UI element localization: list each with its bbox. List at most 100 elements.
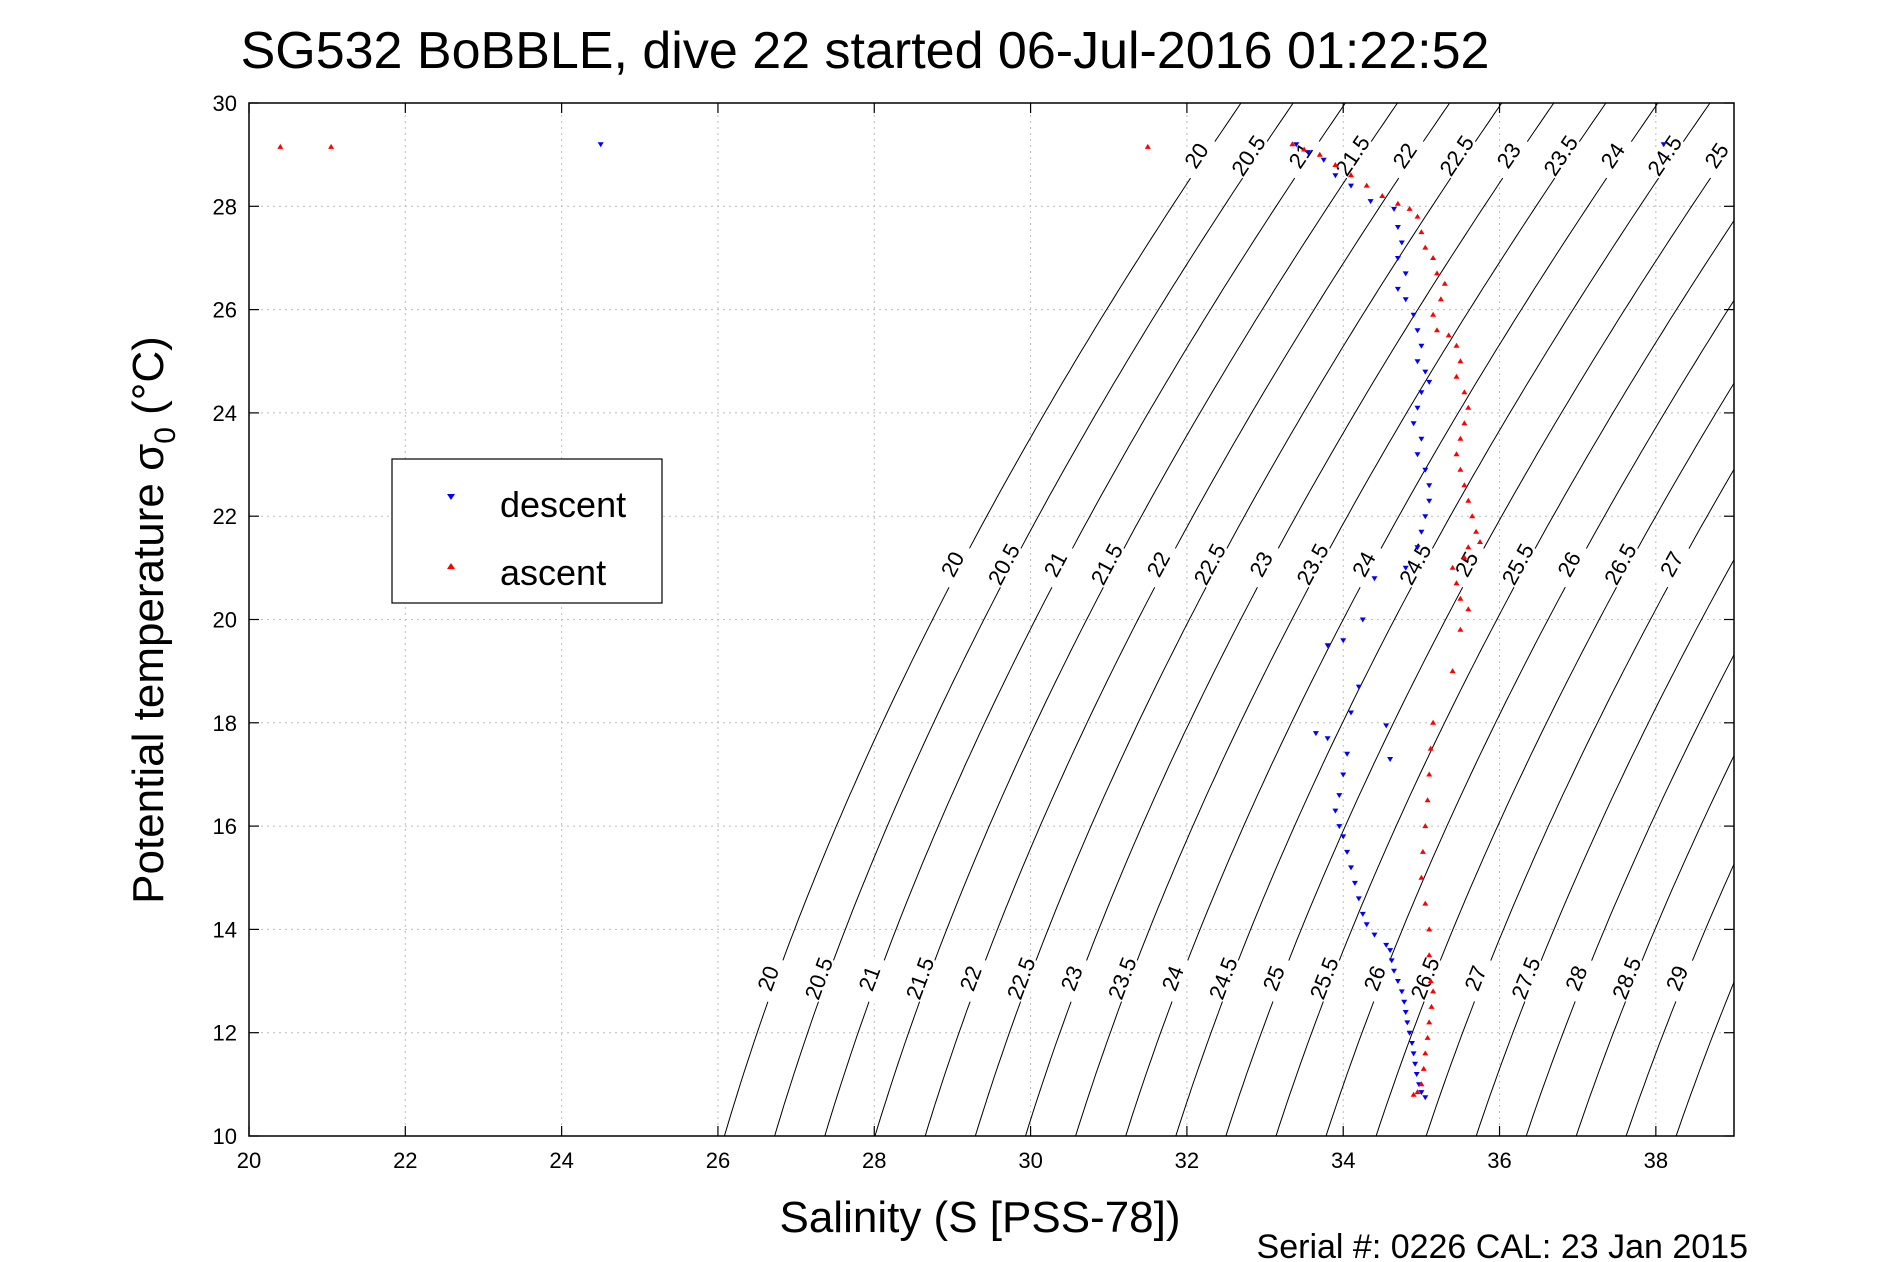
ascent-point [1473,528,1480,534]
y-tick-label: 16 [213,814,237,839]
ascent-point [1477,539,1483,544]
descent-point [1413,1072,1420,1077]
ascent-point [1457,595,1464,601]
descent-point [1426,498,1433,504]
ascent-point [1449,564,1456,570]
y-tick-label: 10 [213,1124,237,1149]
contour-label-bg [1457,953,1497,1004]
ascent-point [1465,606,1472,612]
descent-point [1398,989,1405,995]
descent-point [1406,1030,1413,1036]
contour-label-bg [1549,539,1592,590]
descent-point [1418,529,1425,535]
descent-point [1404,1020,1411,1026]
descent-point [1383,723,1390,729]
descent-point [1398,240,1405,246]
contour-label-bg [1356,953,1396,1004]
x-tick-label: 30 [1018,1148,1042,1173]
ascent-point [1418,874,1425,880]
ascent-point [1348,172,1354,178]
descent-point [1348,183,1354,189]
descent-point [1344,751,1351,757]
ascent-point [1430,255,1437,260]
ascent-point [1461,554,1468,560]
contour-label-bg [1643,131,1689,182]
contour-label-bg [1344,539,1387,590]
contour-label-bg [1446,539,1490,590]
contour-label-bg [1054,954,1093,1004]
ascent-point [1424,797,1431,803]
ascent-point [1363,182,1370,188]
descent-point [1418,436,1425,442]
y-tick-label: 12 [213,1021,237,1046]
ascent-point [1427,745,1434,751]
contour-label-bg [1292,539,1335,591]
contour-label-bg [1558,953,1598,1004]
ascent-point [1424,1034,1431,1040]
contour-label-bg [1227,131,1273,182]
ascent-point [1422,244,1429,250]
ascent-point [1428,1003,1435,1009]
contour-label-bg [1539,131,1585,182]
descent-point [1401,999,1408,1005]
ascent-point [1465,544,1472,550]
descent-point [1387,757,1394,762]
descent-point [1332,808,1339,814]
descent-point [1371,932,1378,938]
descent-point [1394,979,1401,984]
descent-point [1410,312,1417,318]
contour-label-bg [1205,953,1244,1004]
contour-label-bg [851,954,890,1004]
legend-ascent-marker [447,563,455,569]
ascent-point [1441,280,1448,286]
density-contour-line [1425,468,1734,1136]
descent-point [1422,467,1429,473]
ascent-point [1426,952,1433,958]
y-axis-label: Potential temperature σ0 (°C) [124,336,182,904]
contour-label-bg [984,539,1027,591]
contour-label-bg [1155,953,1194,1004]
descent-point [1414,452,1421,458]
contour-label-bg [902,954,941,1004]
ascent-point [1434,327,1440,333]
descent-point [1363,922,1370,928]
contour-label-bg [1190,539,1233,591]
x-tick-label: 38 [1644,1148,1668,1173]
contour-label-bg [1651,539,1695,590]
descent-point [1402,1010,1409,1015]
density-contours [723,103,1734,1136]
ascent-point [1465,404,1472,410]
ascent-point [1453,373,1460,379]
contour-label-bg [1435,131,1481,182]
serial-cal-footer: Serial #: 0226 CAL: 23 Jan 2015 [1257,1228,1748,1262]
contour-label-bg [1003,954,1042,1004]
legend: descent ascent [391,458,663,604]
contour-label-bg [1138,539,1181,591]
ascent-point [1414,1089,1421,1095]
legend-descent-label: descent [500,484,626,525]
descent-point [1355,684,1362,690]
ascent-point [1420,1065,1427,1071]
ascent-point [1445,332,1452,338]
ascent-point [1457,466,1464,472]
contour-label-bg [1658,953,1698,1004]
descent-point [1418,343,1425,349]
ascent-point [1332,162,1339,167]
descent-point [1414,545,1421,551]
descent-point [1371,576,1378,582]
descent-point [1359,617,1366,623]
ascent-point [328,143,335,149]
ascent-point [277,143,284,149]
legend-box [391,458,663,604]
descent-point [1410,421,1417,427]
ascent-point [1289,141,1296,147]
descent-point [1402,271,1409,277]
descent-point [1336,824,1343,830]
density-contour-labels: 20202020.520.520.521212121.521.521.52222… [750,131,1741,1004]
descent-point [1391,206,1397,212]
descent-point [1409,1041,1415,1046]
descent-point [1340,638,1347,644]
descent-point [1340,772,1347,778]
descent-point [1410,1051,1417,1057]
ascent-point [1430,719,1437,725]
